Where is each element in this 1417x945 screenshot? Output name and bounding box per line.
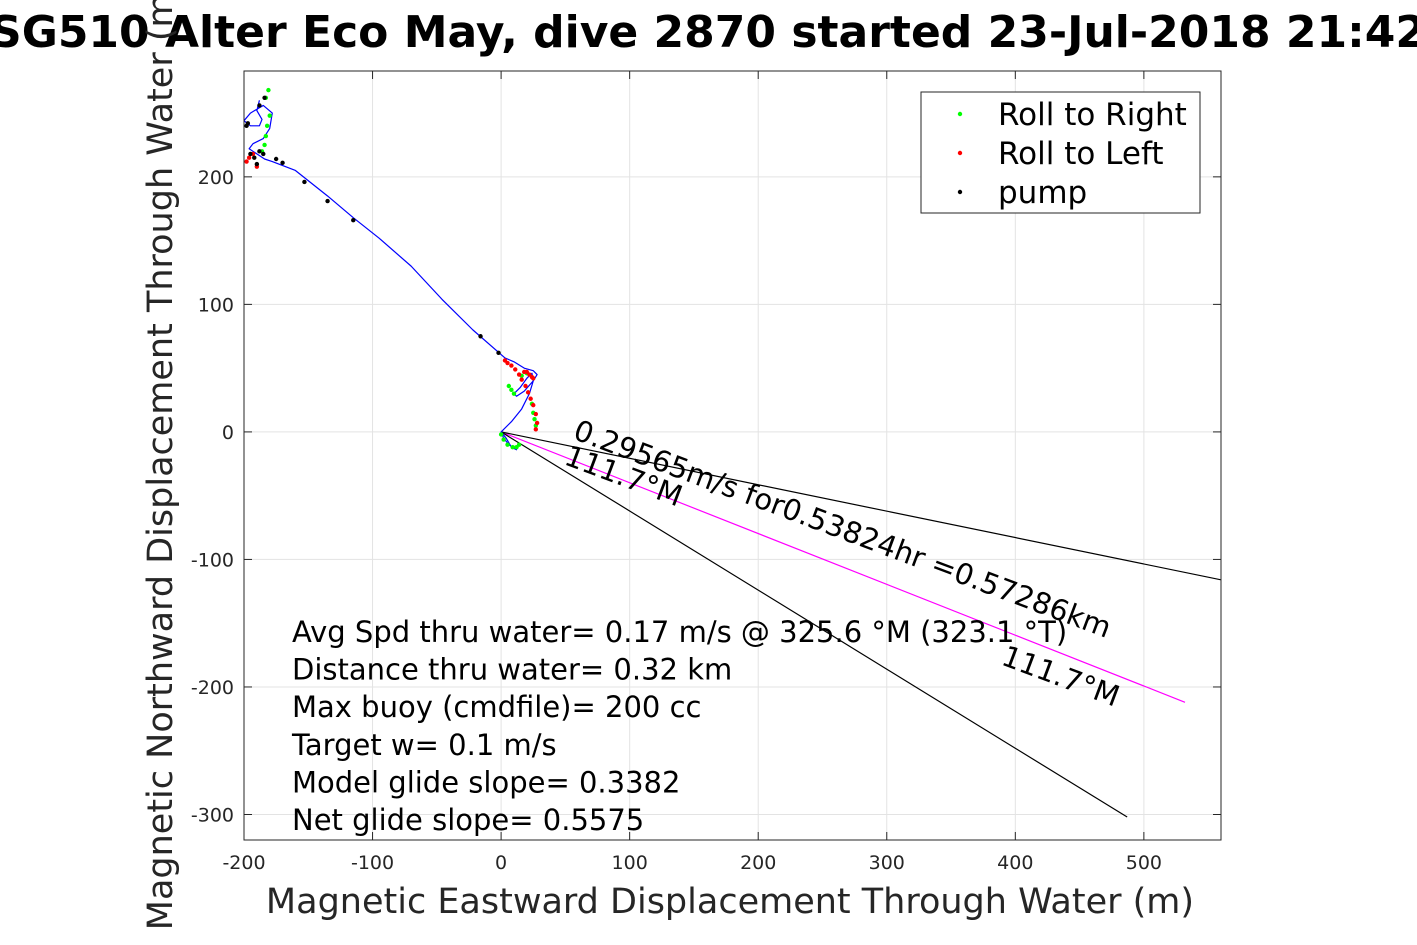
x-tick-label: 200: [740, 852, 776, 874]
pump-point: [245, 121, 251, 126]
pump-point: [302, 179, 307, 185]
wedge-upper-line: [500, 431, 1221, 581]
wedge-lower-line: [500, 431, 1128, 818]
roll-to-left-point: [525, 390, 531, 395]
roll-to-right-point: [509, 387, 514, 393]
legend-label: Roll to Right: [998, 97, 1187, 133]
roll-to-right-point: [505, 442, 510, 447]
roll-to-left-point: [534, 420, 540, 426]
x-tick-label: 0: [495, 852, 507, 874]
roll-to-left-point: [509, 363, 514, 368]
roll-to-right-point: [264, 123, 270, 129]
y-tick-label: 0: [222, 422, 234, 444]
plot-frame: [243, 70, 1222, 841]
stat-line: Max buoy (cmdfile)= 200 cc: [292, 690, 701, 724]
stats-block: Avg Spd thru water= 0.17 m/s @ 325.6 °M …: [291, 615, 1067, 837]
roll-to-left-point: [244, 159, 249, 164]
roll-to-right-point: [506, 383, 512, 389]
roll-to-right-point: [266, 87, 271, 93]
roll-to-right-point: [267, 113, 272, 118]
track-line: [244, 100, 538, 451]
stat-line: Net glide slope= 0.5575: [292, 803, 644, 837]
roll-to-right-point: [501, 437, 506, 442]
pump-point: [351, 218, 356, 223]
y-tick-label: 200: [198, 167, 234, 189]
pump-point: [257, 149, 262, 154]
roll-to-right-point: [511, 391, 517, 396]
point-series: [244, 87, 540, 450]
legend-marker: [957, 150, 963, 156]
roll-to-left-point: [533, 411, 539, 417]
roll-to-left-point: [505, 360, 510, 366]
pump-point: [262, 95, 267, 100]
y-axis-label: Magnetic Northward Displacement Through …: [141, 0, 181, 930]
axis-ticks: -200 -100 0 100 200 300 400 500 -300 -200 -100 0 100…: [191, 71, 1221, 874]
x-tick-label: -100: [351, 852, 394, 874]
roll-to-left-point: [522, 369, 527, 375]
wedge-lines: [500, 431, 1221, 818]
x-axis-label: Magnetic Eastward Displacement Through W…: [266, 882, 1194, 922]
legend-label: Roll to Left: [998, 136, 1164, 172]
roll-to-left-point: [527, 372, 532, 377]
x-tick-label: 400: [997, 852, 1033, 874]
pump-point: [257, 103, 262, 108]
chart-title: SG510 Alter Eco May, dive 2870 started 2…: [0, 7, 1417, 58]
pump-point: [478, 334, 483, 339]
roll-to-left-point: [246, 155, 252, 160]
x-tick-label: -200: [222, 852, 265, 874]
legend-marker: [957, 189, 963, 195]
pump-point: [252, 155, 257, 160]
x-tick-label: 300: [869, 852, 905, 874]
stat-line: Target w= 0.1 m/s: [291, 728, 557, 762]
pump-point: [496, 350, 501, 356]
roll-to-right-point: [263, 133, 269, 139]
roll-to-right-point: [498, 432, 504, 437]
roll-to-left-point: [519, 377, 524, 382]
pump-point: [261, 151, 266, 157]
roll-to-left-point: [531, 376, 536, 381]
roll-to-left-point: [513, 367, 518, 372]
current-vector-line: [500, 431, 1186, 703]
stat-line: Model glide slope= 0.3382: [292, 765, 680, 799]
y-tick-label: 100: [198, 294, 234, 316]
roll-to-left-point: [516, 372, 522, 377]
roll-to-right-point: [262, 142, 267, 148]
x-tick-label: 100: [612, 852, 648, 874]
x-tick-label: 500: [1126, 852, 1162, 874]
roll-to-left-point: [531, 402, 536, 408]
legend-marker: [957, 111, 963, 117]
pump-point: [254, 161, 260, 167]
track-series: [244, 100, 538, 451]
pump-point: [280, 160, 285, 166]
legend-box: [920, 91, 1201, 214]
roll-to-left-point: [523, 383, 528, 389]
stat-line: Avg Spd thru water= 0.17 m/s @ 325.6 °M …: [292, 615, 1067, 649]
roll-to-left-point: [528, 396, 533, 401]
stat-line: Distance thru water= 0.32 km: [292, 653, 732, 687]
roll-to-right-point: [532, 416, 537, 422]
pump-point: [325, 198, 330, 204]
legend-label: pump: [998, 175, 1087, 211]
roll-to-right-point: [516, 442, 522, 447]
pump-point: [273, 156, 279, 162]
roll-to-right-point: [510, 445, 515, 450]
y-tick-label: -200: [191, 677, 234, 699]
pump-point: [248, 151, 253, 157]
y-tick-label: -300: [191, 804, 234, 826]
y-tick-label: -100: [191, 549, 234, 571]
roll-to-left-point: [533, 427, 539, 432]
